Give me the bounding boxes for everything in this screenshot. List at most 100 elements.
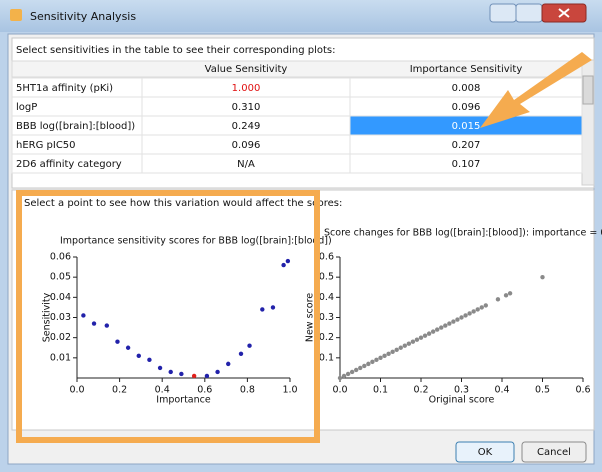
x-tick-label: 0.4 <box>494 385 509 396</box>
data-point <box>338 376 342 380</box>
y-tick-label: 0.2 <box>319 332 334 343</box>
data-point <box>378 356 382 360</box>
column-header: Importance Sensitivity <box>410 64 523 75</box>
x-tick-label: 0.5 <box>535 385 550 396</box>
plots-instruction: Select a point to see how this variation… <box>24 198 342 209</box>
data-point <box>390 350 394 354</box>
data-point <box>504 293 508 297</box>
minimize-button[interactable] <box>490 4 516 22</box>
y-tick-label: 0.4 <box>319 292 334 303</box>
data-point <box>179 372 183 376</box>
data-point <box>81 313 85 317</box>
y-tick-label: 0.06 <box>50 252 71 263</box>
x-tick-label: 0.1 <box>373 385 388 396</box>
y-tick-label: 0.6 <box>319 252 334 263</box>
data-point <box>419 335 423 339</box>
y-axis-label: New score <box>305 293 316 342</box>
cell-text: 1.000 <box>232 83 261 94</box>
cell-text: 0.310 <box>232 102 261 113</box>
data-point <box>158 366 162 370</box>
y-axis-label: Sensitivity <box>42 292 53 342</box>
data-point <box>147 358 151 362</box>
data-point <box>350 370 354 374</box>
data-point <box>403 344 407 348</box>
data-point <box>427 331 431 335</box>
chart-title: Importance sensitivity scores for BBB lo… <box>60 236 332 247</box>
data-point <box>226 362 230 366</box>
y-tick-label: 0.5 <box>319 272 334 283</box>
cell-text: BBB log([brain]:[blood]) <box>16 121 135 132</box>
data-point <box>399 346 403 350</box>
data-point <box>411 340 415 344</box>
data-point <box>366 362 370 366</box>
cancel-label: Cancel <box>537 447 571 458</box>
data-point <box>459 315 463 319</box>
data-point <box>407 342 411 346</box>
cell-text: N/A <box>237 159 255 170</box>
data-point <box>92 321 96 325</box>
data-point <box>260 307 264 311</box>
x-tick-label: 0.2 <box>112 385 127 396</box>
data-point <box>137 354 141 358</box>
data-point <box>415 337 419 341</box>
data-point <box>467 311 471 315</box>
y-tick-label: 0.04 <box>50 292 71 303</box>
app-icon <box>10 9 22 21</box>
data-point <box>484 303 488 307</box>
cell-text: hERG pIC50 <box>16 140 76 151</box>
x-tick-label: 0.0 <box>69 385 84 396</box>
data-point <box>395 348 399 352</box>
data-point <box>439 325 443 329</box>
data-point <box>471 309 475 313</box>
data-point <box>342 374 346 378</box>
data-point <box>105 323 109 327</box>
data-point <box>115 340 119 344</box>
data-point <box>239 352 243 356</box>
data-point <box>205 374 209 378</box>
data-point <box>346 372 350 376</box>
x-tick-label: 0.8 <box>240 385 255 396</box>
data-point <box>540 275 544 279</box>
cell-text: 2D6 affinity category <box>16 159 122 170</box>
x-axis-label: Original score <box>429 395 495 406</box>
data-point <box>362 364 366 368</box>
cell-text: 0.096 <box>452 102 481 113</box>
data-point <box>455 317 459 321</box>
dialog: Sensitivity Analysis Select sensitivitie… <box>0 0 602 472</box>
data-point <box>447 321 451 325</box>
data-point <box>215 370 219 374</box>
scrollbar-thumb[interactable] <box>583 76 593 104</box>
data-point <box>192 374 196 378</box>
data-point <box>480 305 484 309</box>
cell-text: 0.015 <box>452 121 481 132</box>
cell-text: logP <box>16 102 37 113</box>
data-point <box>370 360 374 364</box>
y-tick-label: 0.1 <box>319 352 334 363</box>
x-tick-label: 0.6 <box>575 385 590 396</box>
data-point <box>281 263 285 267</box>
cell-text: 0.107 <box>452 159 481 170</box>
data-point <box>358 366 362 370</box>
data-point <box>508 291 512 295</box>
cell-text: 5HT1a affinity (pKi) <box>16 83 113 94</box>
data-point <box>386 352 390 356</box>
ok-label: OK <box>478 447 493 458</box>
y-tick-label: 0.05 <box>50 272 71 283</box>
maximize-button[interactable] <box>516 4 542 22</box>
cell-text: 0.207 <box>452 140 481 151</box>
window-title: Sensitivity Analysis <box>30 10 136 23</box>
data-point <box>374 358 378 362</box>
chart-title: Score changes for BBB log([brain]:[blood… <box>324 228 602 239</box>
data-point <box>496 297 500 301</box>
x-tick-label: 0.2 <box>413 385 428 396</box>
cell-text: 0.249 <box>232 121 261 132</box>
column-header: Value Sensitivity <box>205 64 288 75</box>
y-tick-label: 0.02 <box>50 332 71 343</box>
data-point <box>463 313 467 317</box>
data-point <box>431 329 435 333</box>
data-point <box>126 346 130 350</box>
cell-text: 0.096 <box>232 140 261 151</box>
data-point <box>443 323 447 327</box>
data-point <box>354 368 358 372</box>
data-point <box>476 307 480 311</box>
